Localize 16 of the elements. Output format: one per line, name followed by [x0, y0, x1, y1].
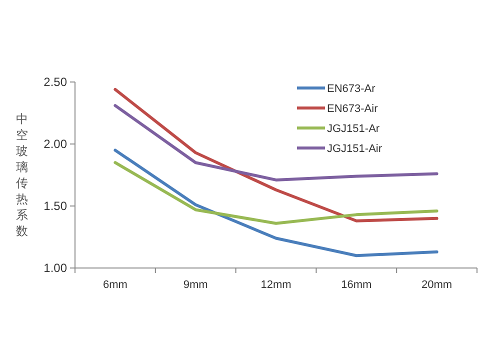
- legend-label: JGJ151-Air: [327, 143, 382, 155]
- legend-label: EN673-Air: [327, 103, 378, 115]
- y-tick-label: 2.00: [44, 137, 68, 151]
- x-tick-label: 16mm: [341, 279, 372, 291]
- legend-label: EN673-Ar: [327, 83, 376, 95]
- y-axis-title: 中空玻璃传热系数: [16, 112, 28, 238]
- x-tick-label: 12mm: [260, 279, 292, 291]
- y-tick-label: 1.00: [44, 261, 68, 275]
- x-tick-label: 6mm: [102, 279, 128, 291]
- line-series: [114, 104, 438, 182]
- y-tick-label: 2.50: [44, 75, 68, 89]
- x-tick-label: 20mm: [422, 279, 452, 291]
- x-tick-label: 9mm: [183, 279, 208, 291]
- line-series: [114, 161, 438, 225]
- y-tick-label: 1.50: [44, 199, 68, 213]
- legend-label: JGJ151-Ar: [327, 123, 380, 135]
